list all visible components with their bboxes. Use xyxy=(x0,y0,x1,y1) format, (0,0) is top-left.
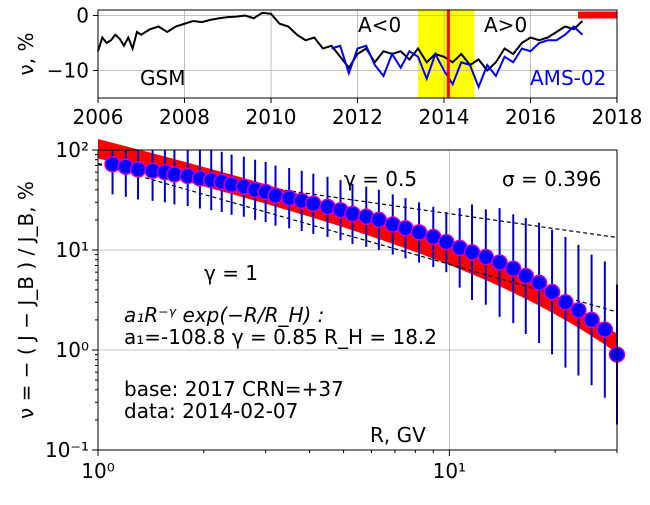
fit-band xyxy=(98,139,617,354)
spectrum-grid xyxy=(98,150,617,450)
spectrum-tick-label-y: 10¹ xyxy=(56,238,89,262)
spectrum-tick-label-x: 10⁰ xyxy=(81,459,114,483)
data-point xyxy=(305,195,322,213)
gamma-half-label: γ = 0.5 xyxy=(344,167,417,191)
date-info: data: 2014-02-07 xyxy=(124,399,298,423)
data-point xyxy=(463,243,481,261)
timeline-tick-label-x: 2016 xyxy=(505,105,556,129)
a-negative-label: A<0 xyxy=(358,13,401,37)
data-point xyxy=(104,156,121,173)
data-point xyxy=(477,248,495,266)
gamma-one-label: γ = 1 xyxy=(204,261,258,285)
timeline-tick-label-x: 2006 xyxy=(73,105,124,129)
spectrum-tick-label-y: 10⁰ xyxy=(56,338,89,362)
fit-formula: a₁R⁻ᵞ exp(−R/R_H) : xyxy=(124,303,324,327)
spectrum-frame xyxy=(97,149,618,451)
data-point xyxy=(410,224,428,241)
timeline-tick-label-x: 2010 xyxy=(246,105,297,129)
gsm-label: GSM xyxy=(140,66,185,90)
spectrum-y-label: ν = − ( J − J_B ) / J_B, % xyxy=(14,181,38,419)
polarity-reversal-band xyxy=(418,10,475,98)
spectrum-tick-label-x: 10¹ xyxy=(433,459,466,483)
base-info: base: 2017 CRN=+37 xyxy=(124,377,344,401)
data-point xyxy=(505,260,522,277)
data-point xyxy=(596,321,614,338)
spectrum-tick-label-y: 10⁻¹ xyxy=(45,438,89,462)
data-point xyxy=(570,301,587,319)
timeline-series xyxy=(97,11,584,90)
gsm-series xyxy=(97,11,584,72)
data-point xyxy=(370,211,388,229)
data-point xyxy=(344,205,361,223)
timeline-tick-label-x: 2014 xyxy=(419,105,470,129)
data-point xyxy=(438,233,455,251)
timeline-panel: 2006 2008 2010 2012 2014 2016 2018 0 −10 ν, % GS… xyxy=(14,4,642,130)
data-point xyxy=(517,267,535,285)
timeline-tick-label-x: 2008 xyxy=(159,105,210,129)
data-point xyxy=(543,283,561,301)
data-point xyxy=(530,274,548,292)
timeline-tick-label-y: 0 xyxy=(76,4,89,28)
ams02-label: AMS-02 xyxy=(530,66,606,90)
data-point xyxy=(583,311,600,329)
a-positive-label: A>0 xyxy=(484,13,527,37)
spectrum-x-label: R, GV xyxy=(370,423,426,447)
timeline-y-label: ν, % xyxy=(14,33,38,76)
data-point xyxy=(491,254,508,271)
data-point xyxy=(267,187,284,204)
data-point xyxy=(129,161,147,178)
data-point xyxy=(397,220,414,237)
timeline-tick-label-y: −10 xyxy=(47,59,89,83)
timeline-grid xyxy=(98,10,617,98)
timeline-tick-label-x: 2012 xyxy=(332,105,383,129)
sigma-label: σ = 0.396 xyxy=(502,167,601,191)
timeline-ticks: 2006 2008 2010 2012 2014 2016 2018 0 −10 xyxy=(47,4,643,130)
timeline-tick-label-x: 2018 xyxy=(592,105,643,129)
ams02-series xyxy=(331,25,584,90)
data-point xyxy=(557,294,574,311)
data-points xyxy=(104,156,626,363)
spectrum-tick-label-y: 10² xyxy=(56,138,89,162)
fit-parameters: a₁=-108.8 γ = 0.85 R_H = 18.2 xyxy=(124,325,437,349)
reference-line-gamma-one xyxy=(97,163,618,313)
